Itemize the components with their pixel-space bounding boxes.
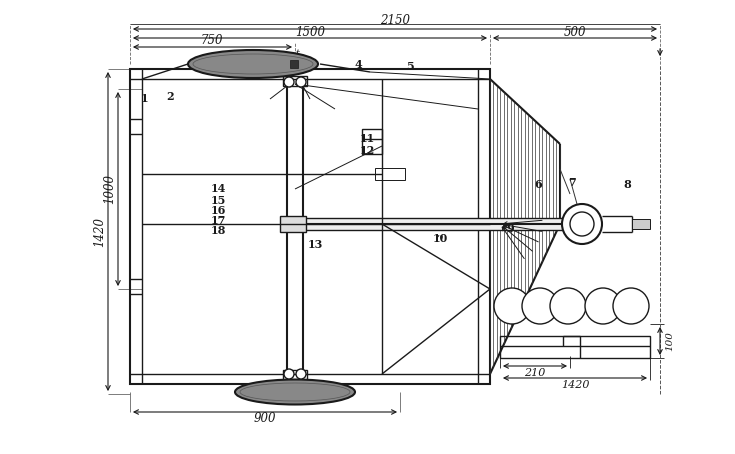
Text: 4: 4	[564, 301, 572, 311]
Text: 500: 500	[564, 25, 587, 39]
Text: 4: 4	[354, 59, 362, 69]
Text: 16: 16	[623, 301, 639, 311]
Text: 5: 5	[406, 61, 414, 73]
Circle shape	[585, 288, 621, 324]
Circle shape	[562, 204, 602, 244]
Circle shape	[284, 77, 294, 87]
Bar	[130, 69, 490, 384]
Bar	[280, 216, 306, 232]
Circle shape	[494, 288, 530, 324]
Text: 2: 2	[508, 301, 516, 311]
Text: 13: 13	[307, 238, 323, 250]
Circle shape	[284, 369, 294, 379]
Circle shape	[613, 288, 649, 324]
Text: 11: 11	[359, 133, 375, 143]
Text: t: t	[295, 49, 299, 59]
Text: 9: 9	[506, 223, 514, 235]
Ellipse shape	[235, 380, 355, 405]
Bar	[632, 219, 650, 229]
Text: 2: 2	[166, 90, 173, 102]
Circle shape	[550, 288, 586, 324]
Text: 7: 7	[568, 177, 576, 188]
Bar	[362, 129, 382, 154]
Text: 1500: 1500	[295, 25, 325, 39]
Text: 750: 750	[201, 35, 223, 48]
Bar	[290, 60, 298, 68]
Text: ’°: ’°	[436, 234, 444, 244]
Text: 900: 900	[254, 411, 276, 424]
Text: 210: 210	[524, 368, 545, 378]
Text: 17: 17	[210, 214, 226, 226]
Text: 8: 8	[623, 178, 631, 189]
Text: 3: 3	[536, 301, 544, 311]
Bar	[375, 168, 405, 180]
Bar	[283, 370, 307, 380]
Bar	[283, 76, 307, 86]
Bar	[500, 336, 650, 358]
Text: 2150: 2150	[380, 15, 410, 28]
Text: 14: 14	[210, 183, 226, 194]
Text: 100: 100	[665, 331, 675, 351]
Text: 3: 3	[226, 55, 234, 66]
Text: 16: 16	[210, 204, 226, 216]
Text: 14: 14	[595, 301, 611, 311]
Ellipse shape	[188, 50, 318, 78]
Text: 1420: 1420	[93, 217, 107, 247]
Text: 6: 6	[534, 178, 542, 189]
Text: 18: 18	[210, 226, 226, 237]
Circle shape	[296, 369, 306, 379]
Circle shape	[522, 288, 558, 324]
Text: 1: 1	[141, 94, 148, 104]
Circle shape	[570, 212, 594, 236]
Text: 1420: 1420	[561, 380, 589, 390]
Bar	[282, 218, 582, 230]
Text: 1000: 1000	[104, 174, 117, 204]
Text: 15: 15	[210, 194, 226, 206]
Text: 12: 12	[359, 144, 375, 156]
Circle shape	[296, 77, 306, 87]
Text: 10: 10	[432, 233, 448, 245]
